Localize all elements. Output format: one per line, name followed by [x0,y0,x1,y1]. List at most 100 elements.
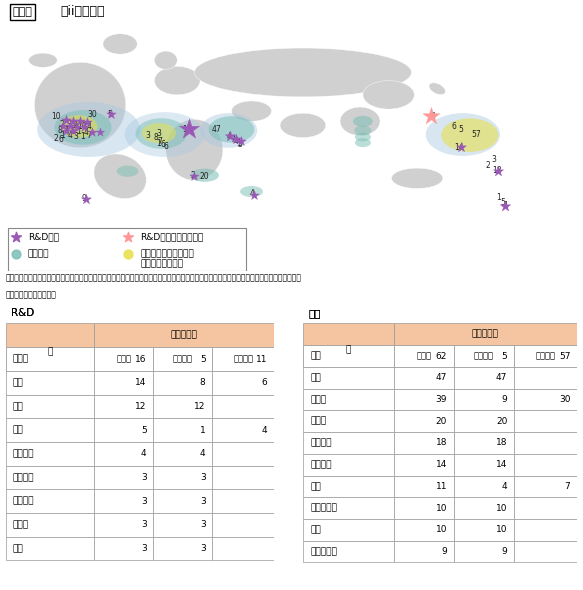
Ellipse shape [200,113,257,148]
Bar [6,371,94,395]
Text: インド: インド [13,520,29,529]
Bar [153,418,212,442]
Bar [394,497,454,519]
Bar [6,347,94,371]
Bar [94,418,153,442]
Ellipse shape [231,101,272,122]
Bar [394,323,577,345]
Text: 3: 3 [141,520,147,529]
Ellipse shape [355,138,371,147]
Text: 14: 14 [135,378,147,387]
Bar [6,418,94,442]
Bar [514,389,577,411]
Text: 11: 11 [436,482,447,491]
Text: 米国: 米国 [13,378,23,387]
Point [184,124,194,134]
Text: イタリア: イタリア [13,497,34,506]
Point [231,134,241,143]
Text: 2: 2 [191,171,196,180]
Text: 6: 6 [262,378,267,387]
Ellipse shape [280,113,326,137]
Text: 7: 7 [157,136,163,146]
Point [189,171,199,181]
Text: 9: 9 [501,547,507,556]
Bar [212,537,274,560]
Text: 47: 47 [211,125,221,134]
Bar [6,323,94,347]
Bar [454,454,514,476]
Text: ブラジル: ブラジル [13,449,34,458]
Ellipse shape [94,154,146,199]
Bar [394,519,454,540]
Text: 18: 18 [496,438,507,447]
Ellipse shape [166,119,223,181]
Ellipse shape [34,63,126,148]
Text: 3: 3 [141,473,147,482]
Text: 8: 8 [431,112,436,122]
Bar [514,497,577,519]
Text: 10: 10 [51,112,61,121]
Text: 14: 14 [454,143,463,152]
Text: R&D: R&D [11,308,34,318]
Text: ロシア: ロシア [310,417,326,426]
Bar [394,432,454,454]
Bar [394,454,454,476]
Text: 他国設置: 他国設置 [474,352,494,360]
FancyBboxPatch shape [8,228,246,270]
Point [106,109,115,118]
Text: 資料：デロイト・トーマツ・コンサルティング株式会社「グローバル企業の海外展開及びリスク管理手法にかかる調査・分析」（経済産業省委: 資料：デロイト・トーマツ・コンサルティング株式会社「グローバル企業の海外展開及び… [6,273,302,282]
Bar [514,345,577,367]
Text: 生産: 生産 [308,308,321,318]
Text: 6: 6 [160,140,166,149]
Ellipse shape [240,186,263,197]
Text: 20: 20 [496,417,507,426]
Bar [394,476,454,497]
Text: 英国: 英国 [310,525,321,535]
Text: 8: 8 [57,126,62,135]
Text: 4: 4 [141,449,147,458]
Text: 3: 3 [141,497,147,506]
Text: 47: 47 [436,373,447,382]
Bar [153,395,212,418]
Text: 6: 6 [59,135,64,143]
Bar [212,371,274,395]
Bar [454,389,514,411]
Bar [6,537,94,560]
Point [72,122,82,132]
Bar [303,432,394,454]
Bar [394,345,454,367]
Text: 4: 4 [250,189,255,198]
Point [75,117,85,126]
Text: 47: 47 [496,373,507,382]
Bar [303,345,394,367]
Point [81,195,90,204]
Ellipse shape [363,81,415,109]
Bar [94,513,153,537]
Bar [303,476,394,497]
Text: 3: 3 [66,120,71,129]
Ellipse shape [154,51,177,70]
Bar [6,442,94,466]
Text: 3: 3 [200,520,206,529]
Text: 20: 20 [200,172,209,181]
Text: ドイツ: ドイツ [13,355,29,363]
Ellipse shape [355,133,371,142]
Text: 5: 5 [107,110,113,119]
Bar [94,442,153,466]
Text: 本国設置: 本国設置 [233,355,253,363]
Text: メキシコ: メキシコ [310,460,332,469]
Text: 8: 8 [200,378,206,387]
Text: 1: 1 [80,132,85,141]
Text: 中国: 中国 [13,402,23,411]
Text: 12: 12 [194,402,206,411]
Text: 南アフリカ: 南アフリカ [310,547,337,556]
Text: 3: 3 [200,473,206,482]
Bar [454,519,514,540]
Text: 8: 8 [153,133,158,142]
Text: 1: 1 [76,127,82,136]
Text: 1: 1 [157,139,161,148]
Bar [394,367,454,389]
Text: 託調査）から作成。: 託調査）から作成。 [6,291,57,300]
Point [236,136,245,146]
Text: 拠　点　数: 拠 点 数 [472,330,499,339]
